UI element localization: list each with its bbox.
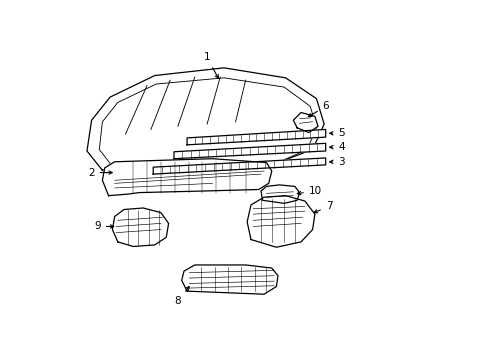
Text: 10: 10	[297, 186, 321, 196]
Text: 4: 4	[329, 142, 344, 152]
Polygon shape	[87, 68, 324, 176]
Text: 6: 6	[308, 101, 328, 117]
Polygon shape	[261, 185, 299, 203]
Polygon shape	[246, 195, 314, 247]
Polygon shape	[112, 208, 168, 247]
Polygon shape	[293, 112, 317, 132]
Polygon shape	[102, 159, 271, 195]
Text: 1: 1	[203, 53, 218, 78]
Text: 9: 9	[94, 221, 114, 231]
Polygon shape	[187, 130, 325, 145]
Text: 5: 5	[329, 128, 344, 138]
Text: 3: 3	[329, 157, 344, 167]
Text: 8: 8	[174, 287, 189, 306]
Text: 7: 7	[313, 202, 332, 213]
Polygon shape	[174, 143, 325, 159]
Polygon shape	[182, 265, 277, 294]
Polygon shape	[153, 158, 325, 174]
Text: 2: 2	[88, 167, 112, 177]
